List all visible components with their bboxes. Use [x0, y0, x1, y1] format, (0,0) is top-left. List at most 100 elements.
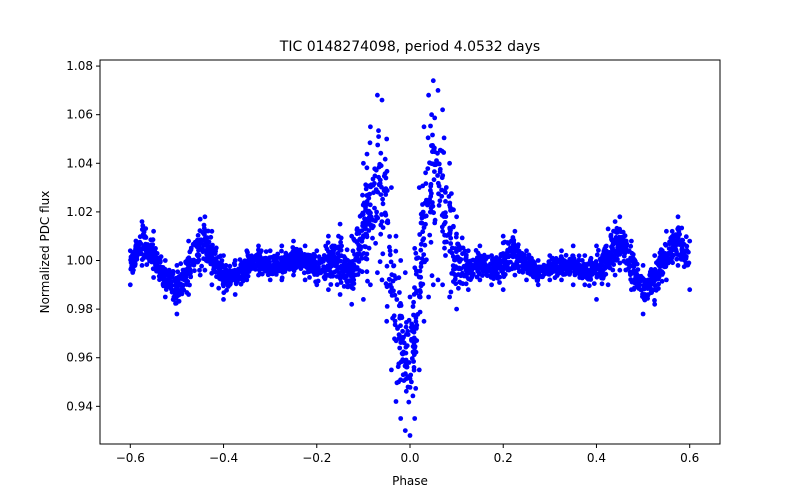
data-point — [411, 292, 417, 297]
data-point — [315, 278, 321, 284]
data-point — [570, 243, 576, 249]
data-point — [221, 281, 227, 287]
data-point — [242, 262, 248, 268]
data-point — [327, 262, 333, 267]
data-point — [449, 250, 455, 256]
data-point — [676, 229, 682, 234]
data-point — [454, 214, 459, 220]
data-point — [261, 256, 266, 261]
data-point — [430, 282, 436, 288]
data-point — [519, 268, 525, 273]
data-point — [416, 185, 422, 191]
data-point — [416, 367, 422, 373]
data-point — [162, 258, 168, 263]
data-point — [322, 269, 327, 274]
data-point — [201, 242, 206, 248]
data-point — [191, 257, 197, 263]
data-point — [435, 180, 441, 186]
data-point — [133, 256, 139, 262]
data-point — [418, 260, 424, 266]
data-point — [537, 267, 543, 273]
data-point — [595, 264, 600, 269]
data-point — [474, 274, 480, 280]
data-point — [656, 274, 662, 280]
data-point — [360, 192, 365, 198]
data-point — [515, 265, 521, 271]
data-point — [459, 235, 465, 241]
data-point — [332, 261, 338, 266]
data-point — [287, 266, 293, 272]
data-point — [573, 259, 578, 264]
data-point — [453, 281, 459, 287]
data-point — [582, 282, 588, 288]
data-point — [162, 294, 168, 300]
data-point — [403, 324, 409, 330]
data-point — [371, 190, 376, 196]
data-point — [380, 251, 386, 257]
data-point — [212, 269, 218, 275]
data-point — [612, 272, 618, 278]
data-point — [607, 257, 613, 263]
data-point — [267, 277, 273, 283]
data-point — [409, 379, 414, 385]
data-point — [209, 251, 214, 256]
data-point — [306, 262, 312, 268]
data-point — [502, 272, 508, 277]
data-point — [524, 248, 529, 254]
x-tick-label: 0.0 — [400, 451, 419, 465]
data-point — [435, 173, 440, 178]
data-point — [372, 166, 378, 172]
data-point — [614, 237, 620, 243]
data-point — [431, 147, 437, 153]
data-point — [380, 196, 385, 202]
data-point — [192, 268, 197, 274]
data-point — [349, 301, 355, 307]
data-point — [387, 252, 393, 258]
data-point — [336, 270, 342, 275]
data-point — [186, 238, 192, 244]
data-point — [465, 287, 471, 293]
data-point — [325, 240, 331, 246]
data-point — [175, 269, 181, 275]
data-point — [667, 241, 672, 247]
data-point — [640, 276, 646, 282]
data-point — [291, 238, 296, 244]
data-point — [386, 276, 392, 282]
data-point — [477, 262, 483, 268]
data-point — [454, 231, 459, 237]
data-point — [139, 257, 145, 262]
data-point — [497, 258, 503, 263]
data-point — [483, 262, 488, 268]
data-point — [640, 311, 646, 317]
data-point — [373, 187, 379, 193]
data-point — [663, 242, 669, 248]
data-point — [398, 258, 404, 263]
data-point — [383, 192, 389, 197]
data-point — [384, 263, 390, 269]
data-point — [315, 272, 320, 277]
data-point — [323, 243, 329, 249]
data-point — [543, 264, 549, 270]
data-point — [439, 175, 445, 181]
data-point — [377, 259, 383, 265]
data-point — [530, 259, 536, 264]
data-point — [426, 92, 431, 98]
data-point — [393, 276, 399, 281]
data-point — [376, 128, 381, 134]
data-point — [421, 318, 427, 324]
data-point — [472, 258, 478, 264]
data-point — [451, 223, 456, 229]
data-point — [585, 261, 591, 267]
data-point — [418, 274, 424, 280]
data-point — [279, 248, 284, 254]
data-point — [202, 214, 208, 220]
data-point — [447, 204, 453, 210]
data-point — [687, 287, 693, 293]
data-point — [174, 263, 180, 268]
data-point — [338, 280, 344, 285]
data-point — [378, 231, 384, 237]
data-point — [460, 251, 465, 257]
data-point — [393, 248, 399, 254]
data-point — [337, 292, 343, 297]
